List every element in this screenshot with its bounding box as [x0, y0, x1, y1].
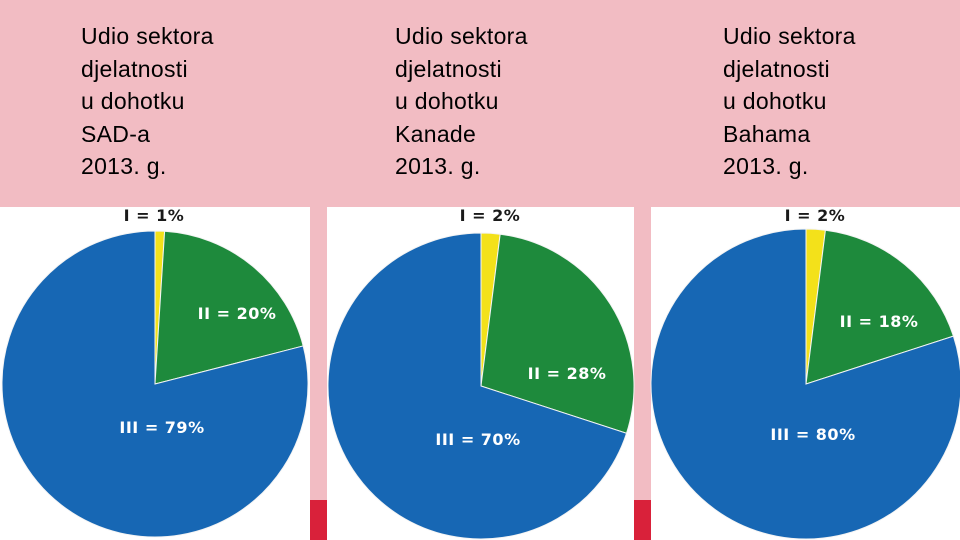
slice-label-II: II = 20%	[198, 304, 277, 323]
slice-label-I: I = 1%	[124, 206, 185, 225]
chart-title-canada: Udio sektora djelatnosti u dohotku Kanad…	[395, 23, 528, 179]
slice-label-III: III = 80%	[770, 425, 855, 444]
slice-label-I: I = 2%	[785, 206, 846, 225]
pie-chart-bahamas: I = 2% II = 18% III = 80%	[650, 206, 960, 540]
slice-II	[154, 230, 304, 385]
slice-label-I: I = 2%	[460, 206, 521, 225]
slice-label-III: III = 70%	[435, 430, 520, 449]
slice-III	[650, 228, 960, 540]
slice-label-III: III = 79%	[119, 418, 204, 437]
slice-III	[1, 230, 309, 538]
slice-label-II: II = 28%	[528, 364, 607, 383]
slice-III	[327, 232, 628, 540]
pie-chart-usa: I = 1% II = 20% III = 79%	[1, 206, 309, 538]
chart-title-bahamas: Udio sektora djelatnosti u dohotku Baham…	[723, 23, 856, 179]
title-banner	[0, 0, 960, 207]
chart-title-usa: Udio sektora djelatnosti u dohotku SAD-a…	[81, 23, 214, 179]
slice-label-II: II = 18%	[840, 312, 919, 331]
separator-right	[634, 207, 651, 540]
slice-II	[805, 229, 955, 385]
slice-II	[480, 233, 635, 434]
separator-right-red-block	[634, 500, 651, 540]
separator-left-red-block	[310, 500, 327, 540]
pie-chart-canada: I = 2% II = 28% III = 70%	[327, 206, 635, 540]
separator-left	[310, 207, 327, 540]
